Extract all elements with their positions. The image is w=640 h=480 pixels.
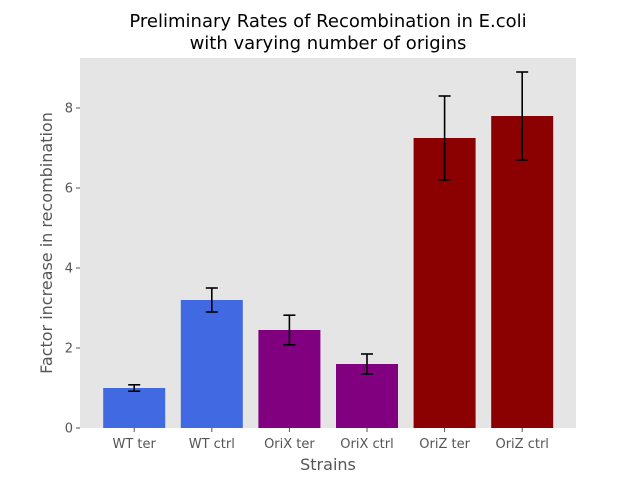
bar-0 (103, 388, 166, 428)
bar-5 (491, 116, 554, 428)
bar-1 (180, 300, 243, 428)
bar-4 (413, 138, 476, 428)
y-tick-label-2: 4 (65, 262, 73, 277)
chart-title-line-2: with varying number of origins (190, 33, 467, 54)
y-axis: 0 2 4 6 8 (65, 102, 80, 437)
y-tick-label-0: 0 (65, 422, 73, 437)
error-bars-group (128, 71, 529, 393)
y-tick-label-3: 6 (65, 182, 73, 197)
x-axis-label: Strains (300, 455, 356, 474)
x-tick-label-3: OriX ctrl (340, 437, 393, 452)
bars-group (103, 116, 554, 428)
x-tick-label-4: OriZ ter (419, 437, 470, 452)
y-tick-label-1: 2 (65, 342, 73, 357)
x-tick-label-0: WT ter (113, 437, 157, 452)
x-tick-label-5: OriZ ctrl (495, 437, 548, 452)
x-axis: WT ter WT ctrl OriX ter OriX ctrl OriZ ter Or… (113, 428, 549, 452)
y-axis-label: Factor increase in recombination (37, 112, 56, 374)
x-tick-label-1: WT ctrl (189, 437, 235, 452)
y-tick-label-4: 8 (65, 102, 73, 117)
bar-2 (258, 330, 321, 428)
x-tick-label-2: OriX ter (264, 437, 315, 452)
chart-title-line-1: Preliminary Rates of Recombination in E.… (129, 11, 526, 32)
